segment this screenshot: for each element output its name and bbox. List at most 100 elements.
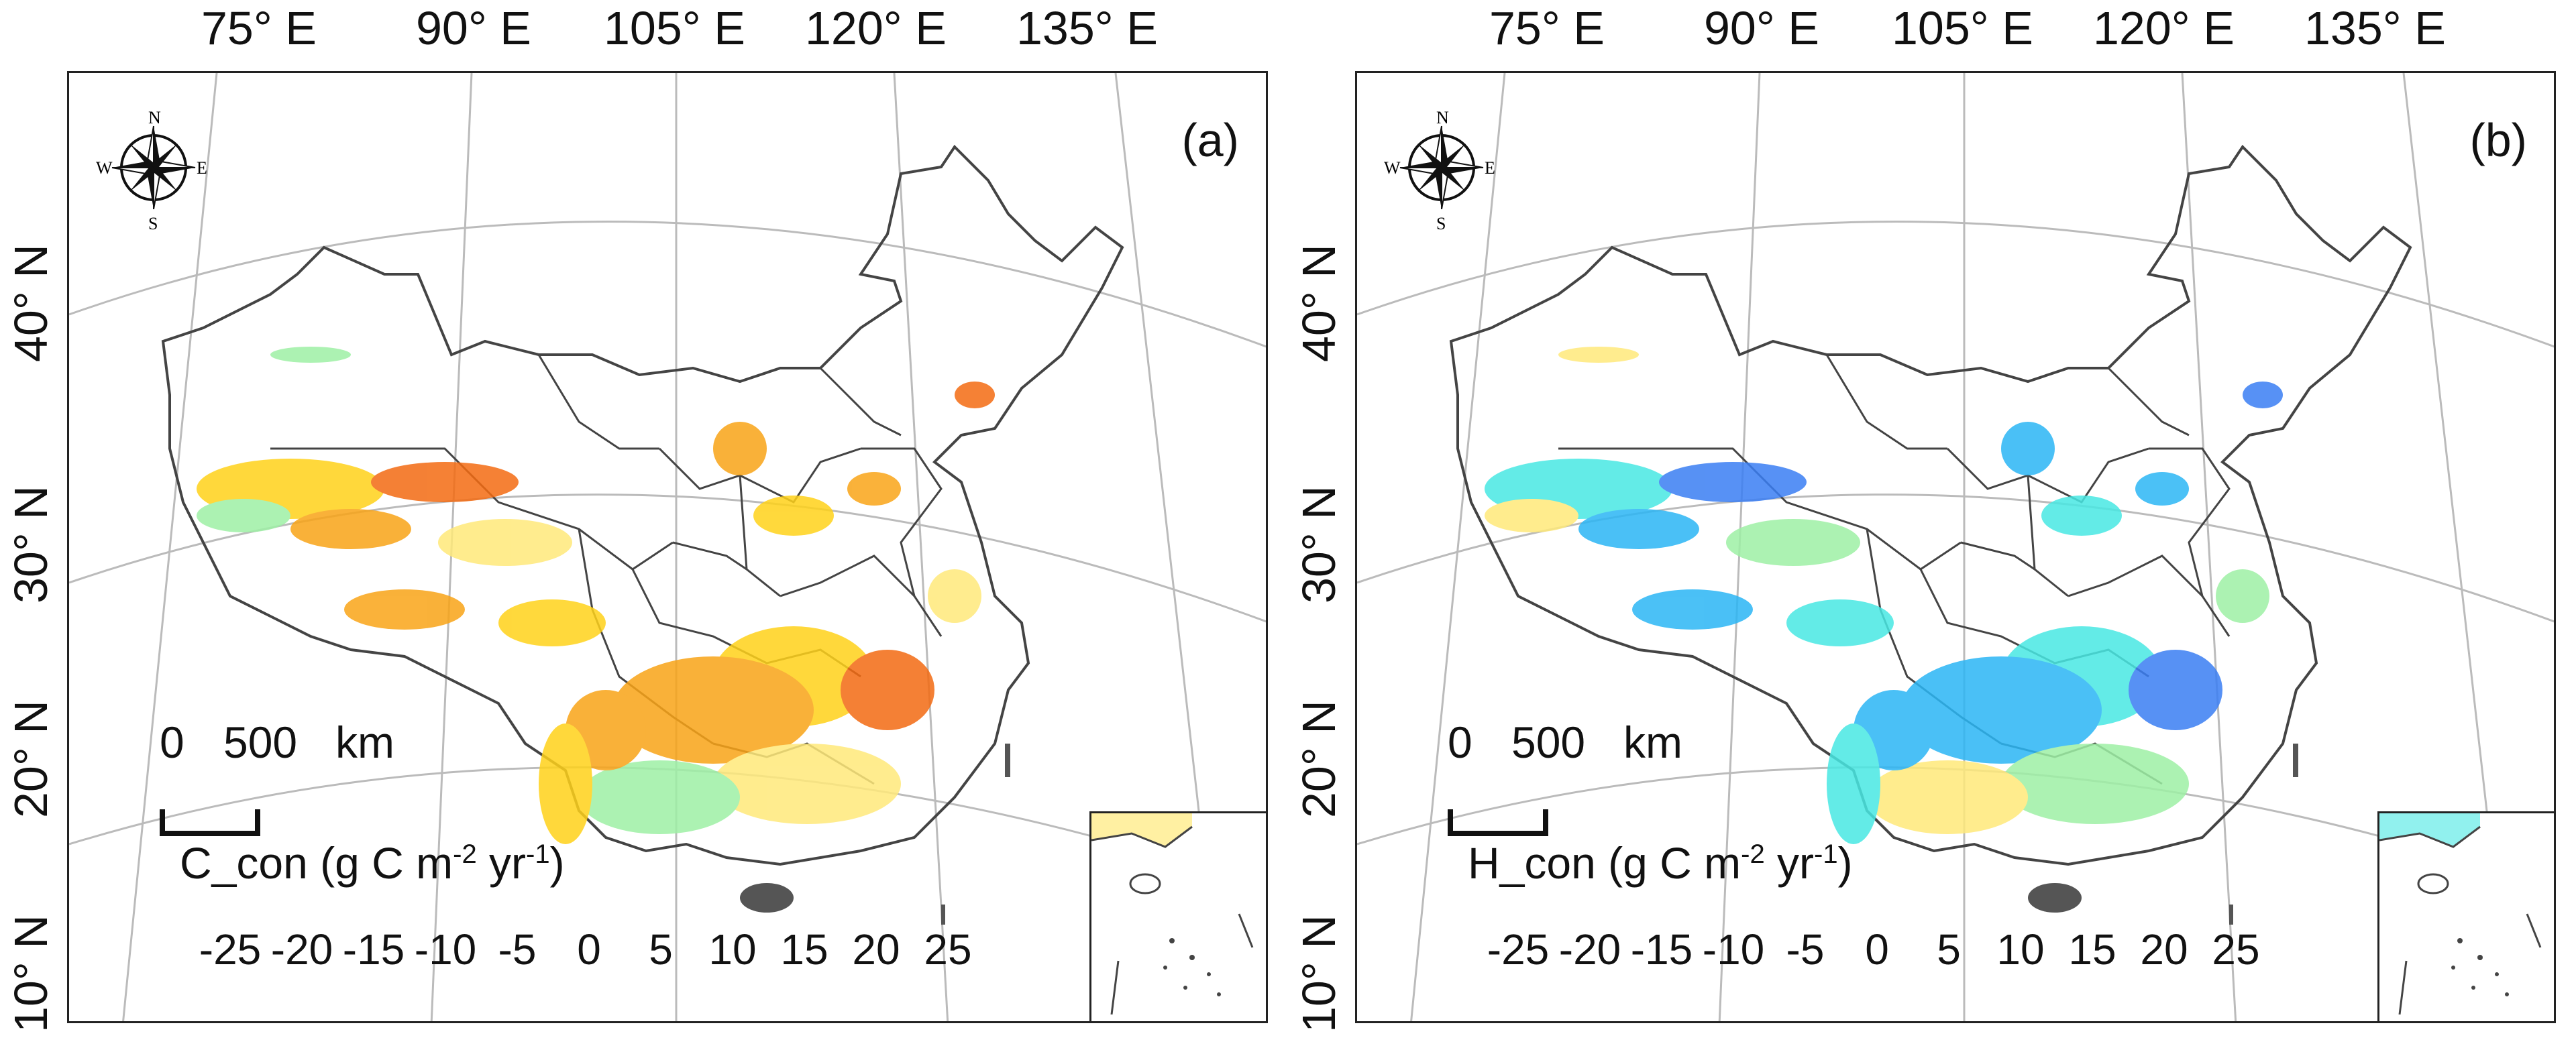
panel-label: (b) [2469,114,2527,166]
compass-w: W [1384,158,1401,178]
compass-w: W [96,158,113,178]
legend-tick-label: 10 [1996,925,2045,974]
compass-e: E [197,158,207,178]
raster-patch [1726,519,1860,566]
compass-rose-icon: N S W E [1384,103,1498,233]
scale-line [1448,809,1548,836]
longitude-label: 75° E [201,2,317,54]
compass-n: N [148,108,161,127]
raster-patch [841,650,934,730]
legend-tick-label: 15 [780,925,828,974]
longitude-label: 90° E [1704,2,1819,54]
legend-title: H_con (g C m-2 yr-1) [1468,838,1853,888]
legend-tick-label: -20 [270,925,333,974]
legend-title: C_con (g C m-2 yr-1) [180,838,565,888]
raster-patch [1632,589,1753,630]
raster-patch [290,509,411,549]
raster-patch [2001,744,2189,824]
map-panel-b: 75° E 90° E 105° E 120° E 135° E 40° N 3… [1288,0,2576,1046]
raster-patch [1867,760,2028,834]
raster-patch [344,589,465,630]
scale-start: 0 [1448,717,1472,767]
latitude-label: 30° N [1293,485,1345,603]
longitude-label: 135° E [1016,2,1158,54]
longitude-label: 105° E [1892,2,2033,54]
china-map [69,73,1266,1021]
scale-end: 500 [223,717,298,767]
scale-bar: 0 500 km [160,717,441,836]
longitude-label: 120° E [805,2,947,54]
latitude-label: 40° N [5,244,57,362]
scale-unit: km [335,717,394,767]
raster-patch [955,382,995,408]
raster-patch [1659,462,1807,502]
latitude-label: 20° N [5,700,57,818]
panel-label: (a) [1181,114,1239,166]
legend-tick-label: 20 [852,925,900,974]
raster-patch [612,656,814,764]
legend-tick-label: 15 [2068,925,2116,974]
map-panel-a: 75° E 90° E 105° E 120° E 135° E 40° N 3… [5,2,1268,1033]
scale-line [160,809,260,836]
latitude-label: 20° N [1293,700,1345,818]
raster-patch [713,744,901,824]
raster-patch [371,462,519,502]
raster-patch [2243,382,2283,408]
raster-patch [1900,656,2102,764]
south-china-sea-inset [2377,811,2554,1021]
legend-tick-label: -15 [1630,925,1693,974]
raster-patch [753,496,834,536]
raster-patch [2129,650,2222,730]
legend-tick-label: 5 [1937,925,1961,974]
legend-tick-label: -5 [1786,925,1825,974]
longitude-label: 90° E [416,2,531,54]
raster-patch [2001,422,2055,475]
compass-s: S [148,214,158,231]
raster-patch [2216,569,2269,623]
map-frame: (a) N S W E 0 500 km C_con (g C m-2 [67,71,1268,1023]
latitude-label: 10° N [5,915,57,1033]
china-map [1357,73,2554,1021]
raster-patch [498,599,606,646]
legend-tick-label: 25 [2212,925,2260,974]
raster-patch [1786,599,1894,646]
raster-patch [579,760,740,834]
raster-patch [2041,496,2122,536]
raster-patch [1827,723,1880,844]
latitude-label: 30° N [5,485,57,603]
raster-patch [847,472,901,506]
legend-tick-label: -15 [342,925,405,974]
legend-tick-label: -25 [199,925,262,974]
legend-ticks: -25 -20 -15 -10 -5 0 5 10 15 20 25 [190,925,1062,978]
scale-start: 0 [160,717,184,767]
scale-bar: 0 500 km [1448,717,1729,836]
scale-unit: km [1623,717,1682,767]
legend-tick-label: -25 [1487,925,1550,974]
legend-tick-label: 0 [1865,925,1889,974]
compass-s: S [1436,214,1446,231]
compass-rose-icon: N S W E [96,103,210,233]
longitude-label: 75° E [1489,2,1605,54]
latitude-label: 40° N [1293,244,1345,362]
legend-tick-label: 20 [2140,925,2188,974]
longitude-label: 120° E [2093,2,2235,54]
south-china-sea-inset [1089,811,1266,1021]
raster-patch [1578,509,1699,549]
latitude-label: 10° N [1293,915,1345,1033]
compass-n: N [1436,108,1449,127]
scale-end: 500 [1511,717,1586,767]
longitude-label: 105° E [604,2,745,54]
raster-patch [1558,347,1639,363]
legend-tick-label: 25 [924,925,972,974]
raster-patch [539,723,592,844]
map-frame: (b) N S W E 0 500 km H_con (g C m-2 [1355,71,2556,1023]
raster-patch [197,499,290,532]
legend-tick-label: -20 [1558,925,1621,974]
raster-patch [2135,472,2189,506]
legend-tick-label: -5 [498,925,537,974]
legend-tick-label: -10 [414,925,477,974]
raster-patch [1485,499,1578,532]
legend-tick-label: 5 [649,925,673,974]
legend-ticks: -25 -20 -15 -10 -5 0 5 10 15 20 25 [1478,925,2350,978]
raster-patch [928,569,981,623]
